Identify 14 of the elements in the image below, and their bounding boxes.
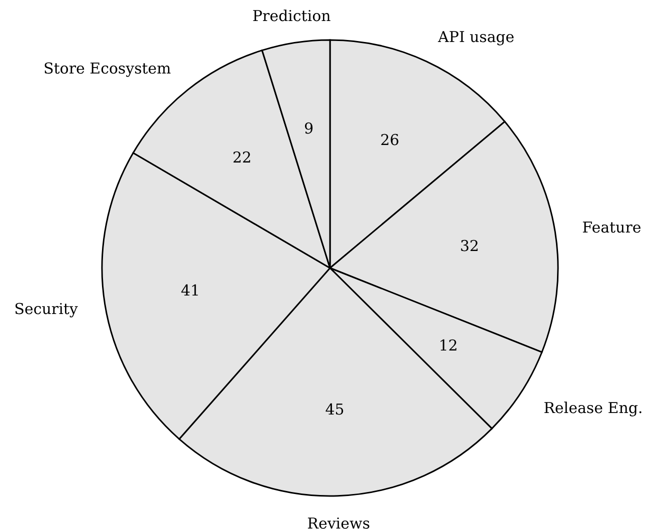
slice-label: Store Ecosystem — [43, 59, 172, 78]
slice-label: Prediction — [252, 6, 332, 25]
slice-label: Feature — [582, 218, 642, 237]
data-label: 45 — [325, 400, 344, 419]
data-label: 22 — [232, 148, 252, 167]
slice-label: Reviews — [307, 514, 370, 529]
data-label: 12 — [438, 336, 458, 355]
data-label: 41 — [180, 282, 200, 300]
data-label: 26 — [380, 131, 400, 150]
data-label: 32 — [460, 236, 480, 255]
slice-label: Security — [14, 300, 78, 318]
data-label: 9 — [304, 120, 314, 138]
slice-label: Release Eng. — [544, 399, 643, 418]
slice-label: API usage — [437, 28, 515, 46]
